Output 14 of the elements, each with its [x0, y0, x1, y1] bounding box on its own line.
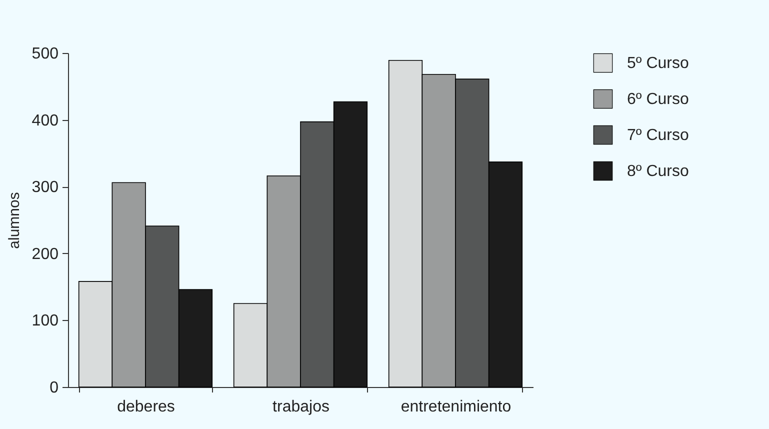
y-tick-label: 500: [32, 46, 59, 62]
x-tick-label: trabajos: [272, 398, 330, 416]
x-tick-label: deberes: [117, 398, 175, 416]
y-tick-label: 400: [32, 112, 59, 130]
legend-label: 8º Curso: [627, 163, 689, 180]
legend-label: 7º Curso: [627, 127, 689, 144]
x-tick-label: entretenimiento: [400, 398, 512, 416]
y-tick-label: 300: [32, 179, 59, 196]
y-tick-label: 200: [32, 246, 59, 263]
y-tick-label: 100: [32, 312, 59, 330]
y-axis-title: alumnos: [6, 192, 23, 249]
y-tick-label: 0: [50, 380, 59, 396]
legend-label: 6º Curso: [627, 91, 689, 108]
legend-label: 5º Curso: [627, 55, 689, 72]
